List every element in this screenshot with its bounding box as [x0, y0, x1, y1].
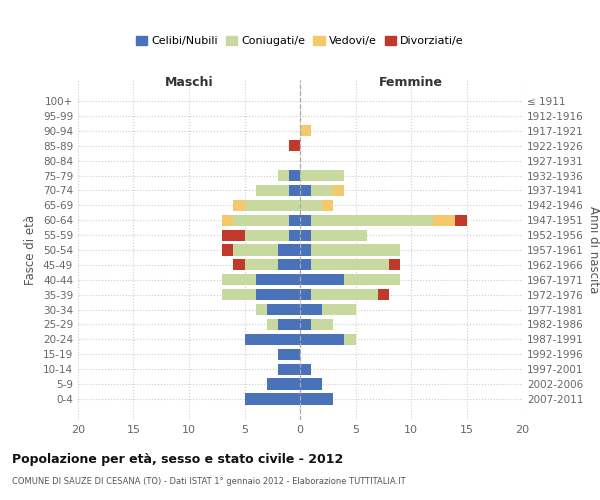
- Bar: [278, 170, 289, 181]
- Bar: [245, 230, 289, 240]
- Bar: [278, 244, 300, 256]
- Bar: [223, 230, 245, 240]
- Bar: [300, 214, 311, 226]
- Y-axis label: Fasce di età: Fasce di età: [25, 215, 37, 285]
- Bar: [344, 334, 355, 345]
- Bar: [289, 214, 300, 226]
- Bar: [266, 319, 278, 330]
- Bar: [334, 185, 344, 196]
- Bar: [389, 260, 400, 270]
- Bar: [311, 185, 334, 196]
- Text: Maschi: Maschi: [164, 76, 214, 89]
- Bar: [311, 289, 378, 300]
- Text: COMUNE DI SAUZE DI CESANA (TO) - Dati ISTAT 1° gennaio 2012 - Elaborazione TUTTI: COMUNE DI SAUZE DI CESANA (TO) - Dati IS…: [12, 478, 406, 486]
- Bar: [289, 230, 300, 240]
- Bar: [245, 394, 300, 404]
- Bar: [245, 200, 300, 211]
- Bar: [289, 185, 300, 196]
- Bar: [378, 289, 389, 300]
- Bar: [256, 289, 300, 300]
- Bar: [266, 378, 300, 390]
- Bar: [300, 244, 311, 256]
- Y-axis label: Anni di nascita: Anni di nascita: [587, 206, 600, 294]
- Bar: [222, 244, 233, 256]
- Bar: [300, 289, 311, 300]
- Bar: [322, 304, 355, 315]
- Bar: [322, 200, 334, 211]
- Bar: [300, 125, 311, 136]
- Bar: [289, 170, 300, 181]
- Bar: [278, 260, 300, 270]
- Bar: [300, 364, 311, 375]
- Bar: [233, 260, 245, 270]
- Bar: [289, 140, 300, 151]
- Bar: [300, 260, 311, 270]
- Bar: [222, 289, 256, 300]
- Bar: [300, 334, 344, 345]
- Bar: [344, 274, 400, 285]
- Bar: [256, 274, 300, 285]
- Legend: Celibi/Nubili, Coniugati/e, Vedovi/e, Divorziati/e: Celibi/Nubili, Coniugati/e, Vedovi/e, Di…: [132, 31, 468, 50]
- Bar: [311, 319, 334, 330]
- Bar: [455, 214, 467, 226]
- Bar: [233, 244, 278, 256]
- Bar: [300, 185, 311, 196]
- Bar: [300, 394, 334, 404]
- Bar: [233, 200, 245, 211]
- Bar: [245, 334, 300, 345]
- Bar: [222, 274, 256, 285]
- Bar: [311, 260, 389, 270]
- Bar: [300, 304, 322, 315]
- Bar: [300, 170, 344, 181]
- Bar: [311, 244, 400, 256]
- Bar: [233, 214, 289, 226]
- Bar: [300, 200, 322, 211]
- Bar: [278, 348, 300, 360]
- Bar: [222, 214, 233, 226]
- Bar: [256, 185, 289, 196]
- Bar: [300, 378, 322, 390]
- Bar: [266, 304, 300, 315]
- Bar: [300, 230, 311, 240]
- Bar: [311, 230, 367, 240]
- Bar: [256, 304, 266, 315]
- Bar: [311, 214, 433, 226]
- Bar: [278, 319, 300, 330]
- Text: Popolazione per età, sesso e stato civile - 2012: Popolazione per età, sesso e stato civil…: [12, 452, 343, 466]
- Text: Femmine: Femmine: [379, 76, 443, 89]
- Bar: [245, 260, 278, 270]
- Bar: [278, 364, 300, 375]
- Bar: [300, 319, 311, 330]
- Bar: [300, 274, 344, 285]
- Bar: [433, 214, 455, 226]
